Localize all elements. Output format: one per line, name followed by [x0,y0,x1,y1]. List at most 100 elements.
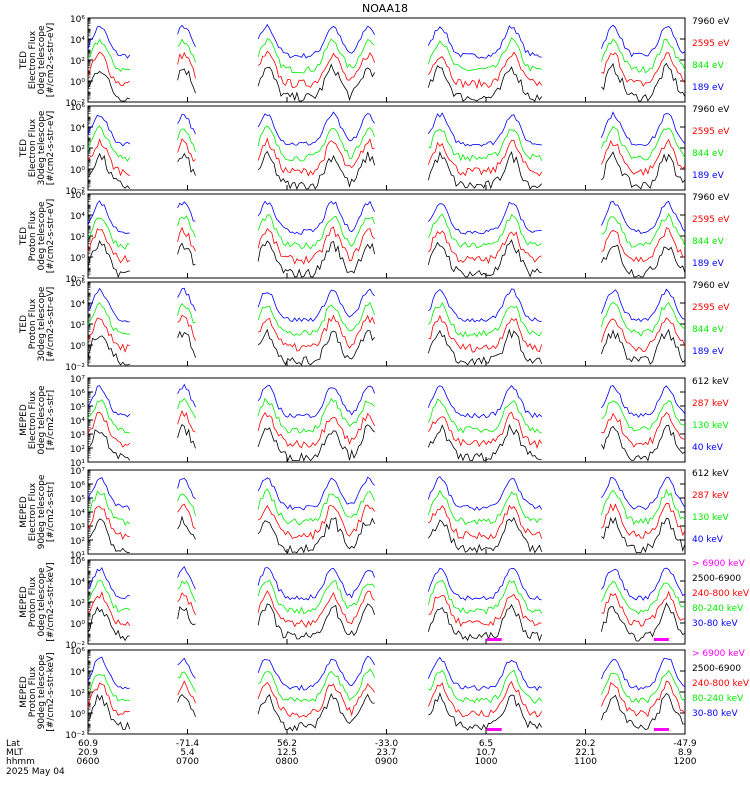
series-line [177,477,196,500]
footer-row-label: Lat [6,739,21,749]
series-line [87,518,130,553]
legend-entry: 2500-6900 [692,574,741,584]
series-line [87,317,130,353]
legend-entry: 7960 eV [692,105,730,115]
legend-entry: 240-800 keV [692,589,750,599]
series-line [87,693,131,730]
series-line [601,111,686,147]
footer-hhmm-value: 1200 [674,757,697,767]
footer-mlt-value: 10.7 [476,748,496,758]
y-tick-label: 10⁰ [70,166,85,176]
series-line [257,692,375,732]
legend-entry: 189 eV [692,171,725,181]
series-line [177,215,196,238]
series-line [601,590,686,627]
figure-title: NOAA18 [362,2,408,15]
series-line [177,201,196,222]
series-line [177,606,196,626]
data-point [665,638,669,641]
series-line [177,314,196,341]
y-tick-label: 10⁻² [65,731,85,741]
series-line [427,656,542,691]
y-tick-label: 10⁵ [70,495,85,505]
series-line [427,489,542,526]
legend-entry: 240-800 keV [692,679,750,689]
series-line [177,565,196,590]
data-point [489,728,493,731]
y-tick-label: 10⁰ [70,254,85,264]
series-line [428,593,542,627]
y-tick-label: 10⁻² [65,99,85,109]
data-point [496,638,500,641]
series-line [177,580,196,603]
y-tick-label: 10⁻² [65,275,85,285]
series-line [177,303,196,324]
series-line [87,70,130,102]
series-line [257,137,375,177]
legend-entry: 287 keV [692,399,729,409]
data-point [653,728,657,731]
y-axis-label-line: Proton Flux [28,576,38,627]
footer-mlt-value: 22.1 [575,748,595,758]
series-line [257,681,375,718]
legend-entry: 844 eV [692,61,725,71]
series-line [87,606,130,642]
data-point [661,638,665,641]
y-tick-label: 10⁵ [70,403,85,413]
y-axis-label-line: Proton Flux [28,210,38,261]
y-tick-label: 10⁷ [70,467,85,477]
series-line [427,681,543,718]
series-line [257,590,375,629]
y-tick-label: 10⁰ [70,620,85,630]
series-line [428,230,542,265]
series-line [87,239,130,279]
series-line [177,51,196,79]
footer-row-label: MLT [6,748,24,758]
series-line [601,24,686,58]
series-line [177,397,196,419]
y-tick-label: 10⁶ [70,389,85,399]
series-line [257,504,375,541]
y-axis-label: MEPEDProton Flux0deg telescope[#/cm2-s-s… [19,562,56,641]
y-axis-label-line: TED [19,139,29,158]
series-line [601,424,686,462]
series-line [427,517,543,554]
legend-entry: 844 eV [692,325,725,335]
legend-entry: 80-240 keV [692,694,744,704]
data-point [496,728,500,731]
series-line [177,152,196,176]
series-line [601,692,686,731]
y-tick-label: 10⁶ [70,103,85,113]
y-tick-label: 10⁴ [70,36,85,46]
legend-entry: 612 keV [692,469,729,479]
y-axis-label: MEPEDElectron Flux90deg telescope[#/cm2-… [19,474,56,549]
series-line [257,240,375,278]
data-point [491,728,495,731]
footer-hhmm-value: 1100 [574,757,597,767]
y-axis-label-line: Proton Flux [28,298,38,349]
series-line [87,385,131,418]
series-line [87,682,130,716]
y-axis-label-line: [#/cm2-s-str-eV] [46,199,56,274]
data-point [486,728,490,731]
series-line [177,38,196,63]
series-line [177,671,196,693]
series-line [257,567,375,601]
series-line [427,151,542,190]
legend-entry: 7960 eV [692,193,730,203]
data-point [491,638,495,641]
series-line [427,567,542,601]
panel-2: 10⁻² 10⁰ 10² 10⁴ 10⁶ TEDElectron Flux30deg te… [19,103,730,197]
series-line [428,302,543,338]
y-tick-label: 10² [70,599,85,609]
series-line [257,150,375,190]
y-axis-label-line: MEPED [19,676,29,708]
series-line [601,502,686,539]
data-point [661,728,665,731]
footer-hhmm-value: 0800 [276,757,299,767]
panel-7: 10⁻² 10⁰ 10² 10⁴ 10⁶ MEPEDProton Flux0deg tel… [19,557,750,651]
series-line [601,200,686,234]
footer-hhmm-value: 0900 [375,757,398,767]
series-line [177,493,196,516]
